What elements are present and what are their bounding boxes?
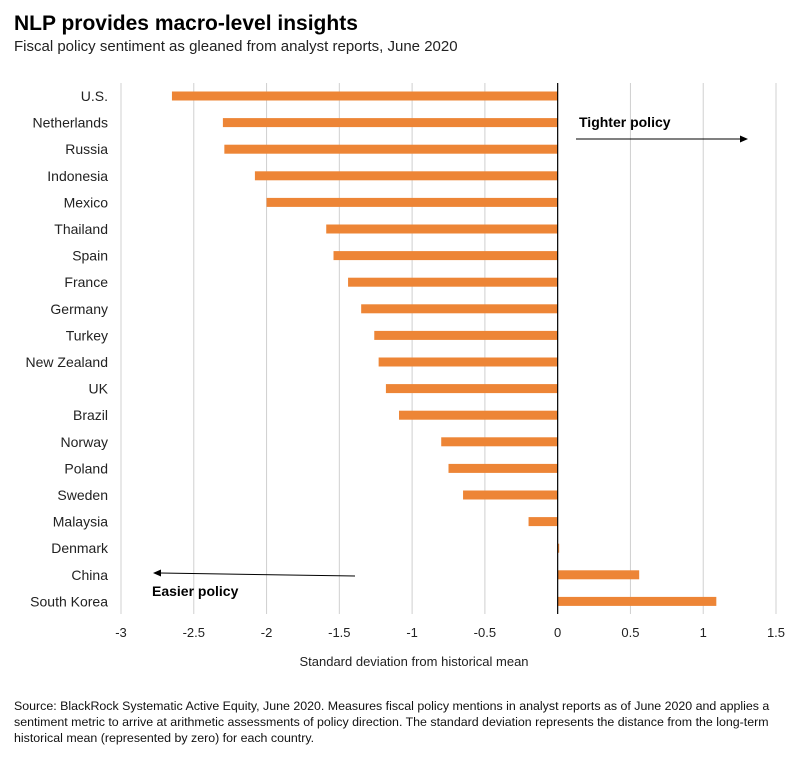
easier-policy-annotation: Easier policy: [152, 569, 356, 599]
category-label: Sweden: [57, 487, 108, 503]
bar: [224, 144, 558, 154]
x-tick-label: 1: [700, 625, 707, 640]
bar: [557, 570, 640, 580]
bars: [171, 91, 717, 606]
bar: [448, 463, 558, 473]
category-label: Russia: [65, 141, 108, 157]
category-label: Norway: [61, 434, 108, 450]
category-label: South Korea: [30, 593, 108, 609]
bar: [374, 330, 558, 340]
source-footnote: Source: BlackRock Systematic Active Equi…: [14, 699, 770, 745]
bar: [557, 543, 560, 553]
bar: [333, 251, 558, 261]
category-label: Denmark: [51, 540, 109, 556]
category-labels: U.S. Netherlands Russia Indonesia Mexico Thai…: [26, 88, 109, 609]
bar: [385, 384, 558, 394]
x-tick-labels: -3 -2.5 -2 -1.5 -1 -0.5 0 0.5 1 1.5: [115, 625, 785, 640]
category-label: Thailand: [54, 221, 108, 237]
category-label: U.S.: [81, 88, 108, 104]
x-tick-label: -2.5: [183, 625, 205, 640]
tighter-policy-label: Tighter policy: [579, 114, 671, 130]
x-tick-label: -1: [406, 625, 418, 640]
x-axis-label: Standard deviation from historical mean: [299, 654, 528, 669]
category-label: France: [64, 274, 108, 290]
easier-policy-label: Easier policy: [152, 583, 239, 599]
chart-subtitle: Fiscal policy sentiment as gleaned from …: [14, 38, 458, 55]
bar: [266, 197, 558, 207]
category-label: Malaysia: [53, 514, 108, 530]
gridlines: [120, 83, 777, 614]
category-label: Brazil: [73, 407, 108, 423]
category-label: New Zealand: [26, 354, 109, 370]
x-tick-label: -0.5: [474, 625, 496, 640]
x-tick-label: -2: [261, 625, 273, 640]
bar: [326, 224, 558, 234]
bar: [348, 277, 558, 287]
category-label: Germany: [50, 301, 108, 317]
x-tick-label: 0.5: [621, 625, 639, 640]
easier-policy-arrowhead-icon: [153, 569, 161, 577]
category-label: Indonesia: [47, 168, 108, 184]
bar: [222, 118, 558, 128]
category-label: China: [71, 567, 108, 583]
bar: [441, 437, 558, 447]
category-label: Mexico: [64, 194, 109, 210]
x-tick-label: 0: [554, 625, 561, 640]
x-tick-label: -1.5: [328, 625, 350, 640]
bar: [557, 596, 717, 606]
x-tick-label: 1.5: [767, 625, 785, 640]
bar: [399, 410, 558, 420]
bar: [254, 171, 558, 181]
bar: [361, 304, 558, 314]
bar: [378, 357, 558, 367]
tighter-policy-annotation: Tighter policy: [576, 114, 748, 143]
chart-title: NLP provides macro-level insights: [14, 12, 358, 35]
bar: [528, 517, 558, 527]
category-label: Spain: [72, 248, 108, 264]
x-tick-label: -3: [115, 625, 127, 640]
category-label: Turkey: [66, 327, 108, 343]
easier-policy-arrow-line: [159, 572, 356, 577]
category-label: Netherlands: [33, 115, 109, 131]
category-label: Poland: [64, 460, 108, 476]
category-label: UK: [89, 381, 109, 397]
tighter-policy-arrowhead-icon: [740, 135, 748, 143]
bar: [463, 490, 558, 500]
bar: [171, 91, 558, 101]
fiscal-sentiment-chart: U.S. Netherlands Russia Indonesia Mexico Thai…: [26, 83, 785, 669]
